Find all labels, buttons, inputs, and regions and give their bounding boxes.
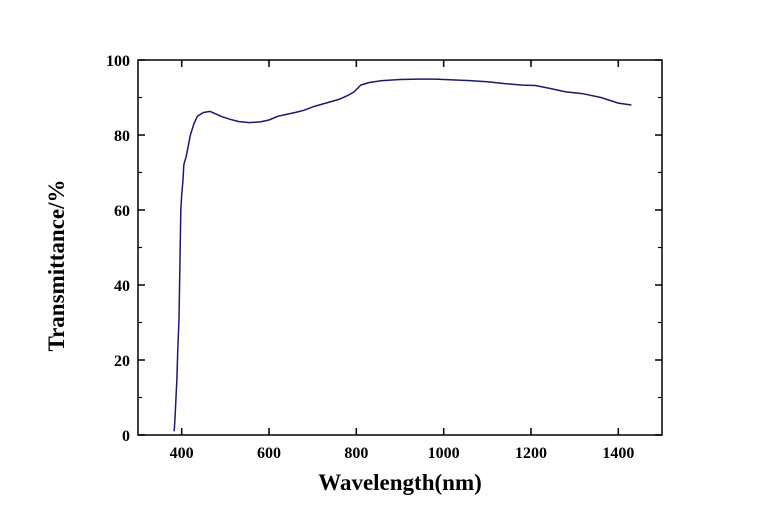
x-tick-label: 1000: [428, 445, 460, 462]
y-tick-label: 40: [114, 278, 130, 295]
x-tick-label: 400: [170, 445, 194, 462]
x-axis-title: Wavelength(nm): [318, 470, 482, 495]
x-tick-label: 1200: [515, 445, 547, 462]
y-tick-label: 20: [114, 353, 130, 370]
series-line: [173, 78, 632, 432]
y-tick-label: 0: [122, 428, 130, 445]
x-tick-label: 800: [344, 445, 368, 462]
x-tick-label: 1400: [602, 445, 634, 462]
plot-frame: [137, 59, 663, 436]
y-tick-label: 100: [106, 53, 130, 70]
y-axis-title: Transmittance/%: [44, 179, 69, 351]
y-tick-label: 60: [114, 203, 130, 220]
y-tick-label: 80: [114, 128, 130, 145]
plot-area: 0 20 40 60 80 100 400 600 800 1000 1200 1400 Wavelen…: [44, 53, 663, 495]
x-tick-label: 600: [257, 445, 281, 462]
